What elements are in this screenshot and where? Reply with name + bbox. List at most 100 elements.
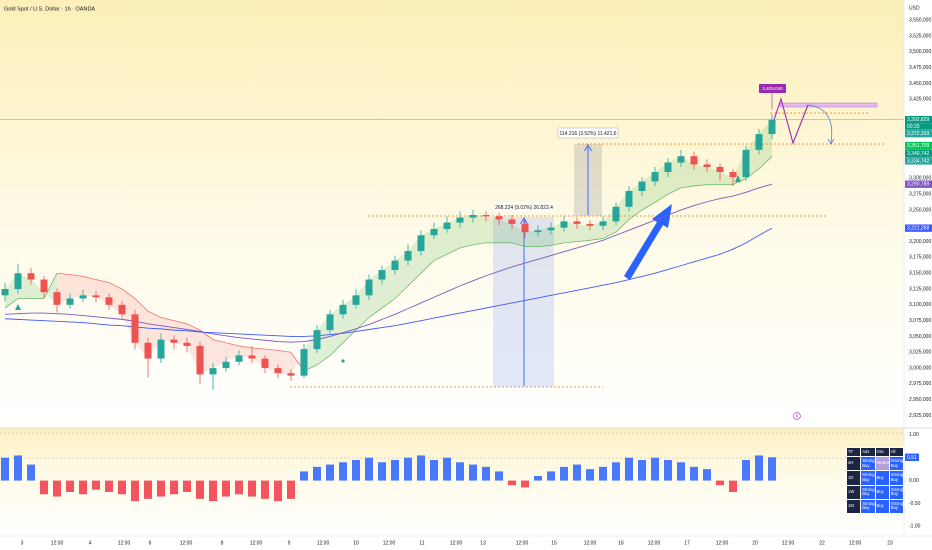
band-edge xyxy=(680,185,695,189)
table-cell: 1D xyxy=(845,470,862,486)
measure-label: 114.216 (3.52%) 11.421,6 xyxy=(559,131,616,137)
projection-curve xyxy=(807,104,833,144)
osc-bar xyxy=(183,480,191,492)
candle-body xyxy=(339,304,347,315)
x-tick-label: 17 xyxy=(684,540,690,546)
osc-bar xyxy=(521,480,529,488)
band-edge xyxy=(56,272,71,275)
band-fill xyxy=(720,172,733,185)
candle-body xyxy=(157,339,165,359)
osc-bar xyxy=(14,455,22,481)
candle-body xyxy=(27,273,35,280)
candle-body xyxy=(14,273,22,290)
candle-body xyxy=(638,181,646,191)
osc-bar xyxy=(716,480,724,486)
band-edge xyxy=(537,244,552,248)
target-zone xyxy=(779,102,878,108)
band-edge xyxy=(732,177,747,186)
osc-last-tag xyxy=(905,453,919,461)
osc-bar xyxy=(625,457,633,481)
band-fill xyxy=(499,219,512,243)
osc-bar xyxy=(66,480,74,492)
candle-body xyxy=(53,292,61,305)
band-edge xyxy=(108,282,123,290)
band-edge xyxy=(589,238,604,241)
table-header-cell: Adx xyxy=(860,446,876,458)
osc-bar xyxy=(508,480,516,486)
band-edge xyxy=(550,242,565,246)
signal-marker xyxy=(15,304,21,310)
candle-body xyxy=(586,223,594,226)
price-tag xyxy=(905,129,932,138)
osc-bar xyxy=(352,460,360,481)
candle-body xyxy=(690,156,698,165)
osc-bar xyxy=(469,464,477,481)
band-edge xyxy=(212,339,227,344)
osc-bar xyxy=(144,480,152,499)
x-tick-label: 3 xyxy=(21,540,24,546)
band-edge xyxy=(160,317,175,322)
candle-body xyxy=(508,219,516,224)
band-edge xyxy=(641,202,656,211)
price-tag-label: 3,392,829 xyxy=(907,117,929,123)
osc-bar xyxy=(391,460,399,481)
price-tag-label: 3,372,103 xyxy=(907,131,929,137)
y-tick-label: 3,525,000 xyxy=(909,33,931,39)
table-cell: Strong Buy xyxy=(860,484,876,500)
event-badge[interactable] xyxy=(793,412,801,420)
band-edge xyxy=(342,329,357,344)
band-edge xyxy=(472,242,487,246)
projection-curve-head xyxy=(827,138,835,145)
x-tick-label: 4 xyxy=(89,540,92,546)
candle-body xyxy=(742,149,750,178)
osc-bar xyxy=(27,464,35,481)
candle-body xyxy=(105,297,113,305)
band-edge xyxy=(264,348,279,351)
osc-bar xyxy=(209,480,217,502)
candle-body xyxy=(326,314,334,331)
osc-bar xyxy=(40,480,48,495)
x-tick-label: 12:00 xyxy=(849,540,862,546)
y-tick-label: 3,150,000 xyxy=(909,271,931,277)
y-tick-label: 1.00 xyxy=(909,432,919,438)
y-tick-label: 3,500,000 xyxy=(909,49,931,55)
y-tick-label: 3,425,000 xyxy=(909,97,931,103)
osc-bar xyxy=(79,480,87,495)
band-edge xyxy=(316,355,331,366)
x-tick-label: 12:00 xyxy=(180,540,193,546)
signal-marker xyxy=(735,175,741,182)
y-tick-label: 3,025,000 xyxy=(909,350,931,356)
price-tag-label: 3,334,742 xyxy=(907,158,929,164)
candle-body xyxy=(716,166,724,173)
osc-bar xyxy=(573,464,581,481)
osc-bar xyxy=(235,480,243,495)
y-tick-label: 0.00 xyxy=(909,478,919,484)
countdown-bg xyxy=(905,123,932,130)
table-cell: Buy xyxy=(874,484,890,500)
x-tick-label: 22 xyxy=(819,540,825,546)
band-edge xyxy=(277,349,292,353)
osc-bar xyxy=(92,480,100,490)
osc-bar xyxy=(326,464,334,481)
candle-body xyxy=(248,355,256,359)
band-fill xyxy=(577,223,590,242)
band-edge xyxy=(4,298,19,309)
candle-body xyxy=(79,295,87,299)
band-edge xyxy=(43,273,58,299)
y-tick-label: 2,925,000 xyxy=(909,413,931,419)
band-edge xyxy=(251,347,266,350)
band-edge xyxy=(394,285,409,299)
y-tick-label: 2,950,000 xyxy=(909,397,931,403)
candle-body xyxy=(430,228,438,236)
candle-body xyxy=(222,361,230,369)
band-edge xyxy=(693,184,708,187)
x-tick-label: 15 xyxy=(551,540,557,546)
osc-bar xyxy=(690,466,698,481)
candle-body xyxy=(391,260,399,271)
price-tag xyxy=(905,115,932,124)
x-tick-label: 12:00 xyxy=(118,540,131,546)
candle-body xyxy=(482,215,490,217)
y-tick-label: 3,000,000 xyxy=(909,365,931,371)
